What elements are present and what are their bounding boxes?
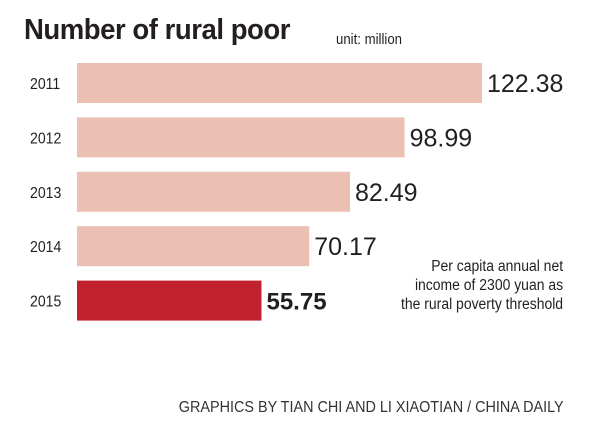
category-label: 2013 (30, 184, 61, 202)
value-label: 82.49 (355, 179, 418, 207)
credit: GRAPHICS BY TIAN CHI AND LI XIAOTIAN / C… (179, 399, 564, 416)
annotation: Per capita annual net income of 2300 yua… (401, 257, 563, 314)
annotation-line: Per capita annual net (431, 258, 563, 275)
value-label: 122.38 (487, 70, 563, 98)
value-label: 55.75 (266, 289, 326, 316)
bar (77, 226, 310, 267)
value-label: 70.17 (314, 233, 377, 261)
bar (77, 117, 405, 158)
chart-unit: unit: million (336, 31, 403, 48)
bar (77, 171, 350, 212)
annotation-line: income of 2300 yuan as (414, 277, 563, 294)
value-label: 98.99 (410, 124, 473, 152)
bar (77, 280, 262, 321)
annotation-line: the rural poverty threshold (400, 296, 563, 313)
category-label: 2015 (30, 293, 61, 311)
bar (77, 63, 482, 103)
category-label: 2012 (30, 130, 61, 148)
category-label: 2011 (30, 75, 60, 93)
chart-title: Number of rural poor (24, 14, 291, 46)
category-label: 2014 (30, 238, 61, 256)
